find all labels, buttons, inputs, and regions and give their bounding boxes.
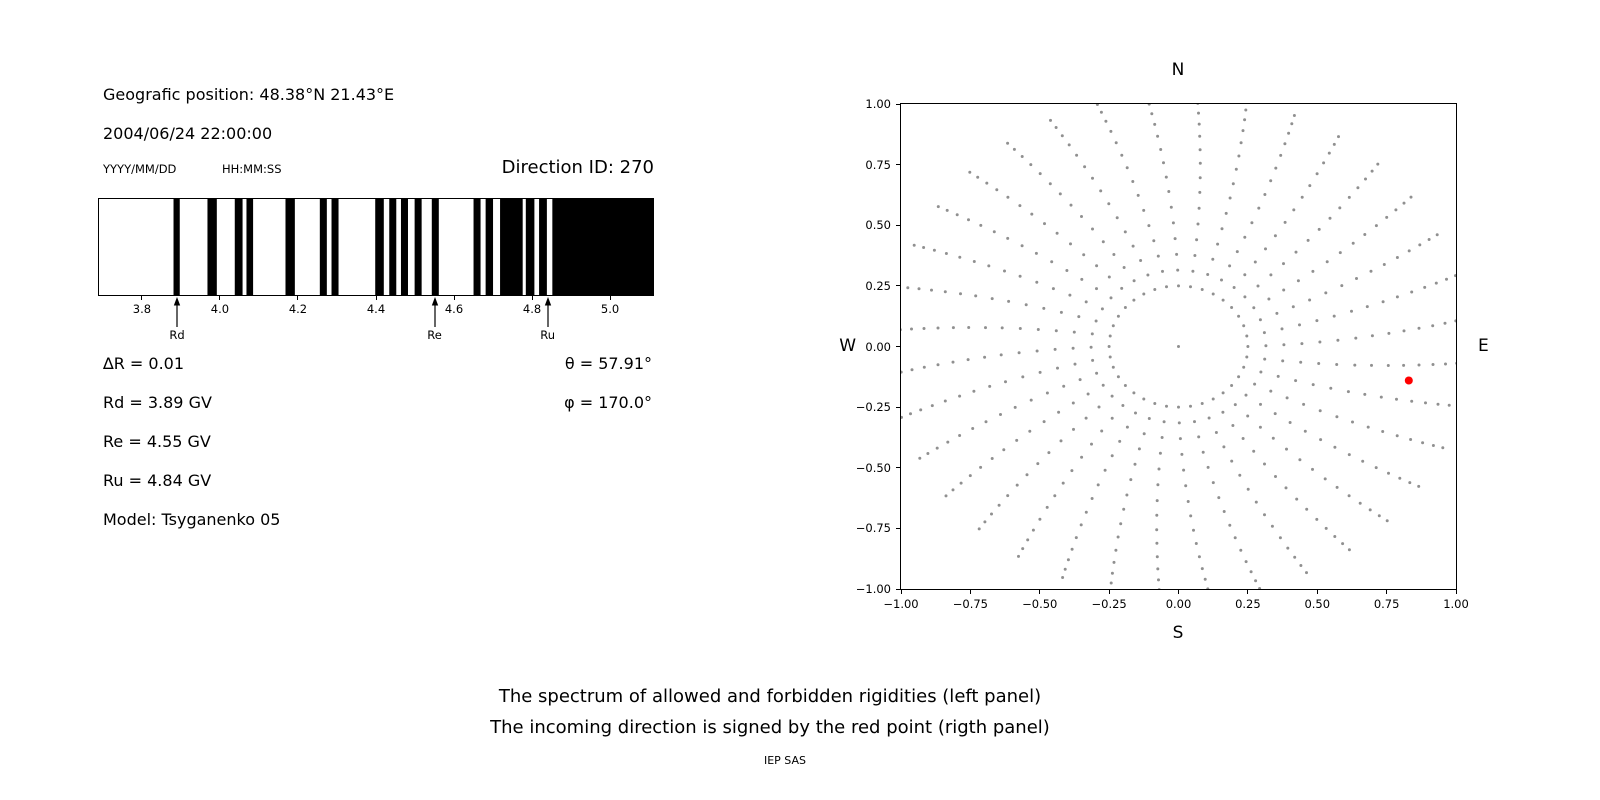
x-tick-mark (1455, 590, 1457, 594)
y-tick-label: −0.50 (855, 460, 891, 475)
datetime-text: 2004/06/24 22:00:00 (103, 124, 273, 143)
cutoff-marker-label: Rd (169, 328, 185, 342)
y-tick-mark (896, 406, 900, 408)
ru-value: Ru = 4.84 GV (103, 471, 212, 490)
x-tick-mark (900, 590, 902, 594)
caption-line-1: The spectrum of allowed and forbidden ri… (498, 686, 1042, 707)
y-tick-label: 0.25 (865, 278, 891, 293)
x-tick-mark (1316, 590, 1318, 594)
x-tick-label: 0.00 (1165, 597, 1192, 611)
rigidity-spectrum-plot: 3.8 4.0 4.2 4.4 4.6 4.8 5.0 Rd Re Ru (98, 198, 654, 342)
x-tick-label: 5.0 (600, 302, 620, 316)
x-tick-mark (609, 296, 611, 300)
results-row-4: Ru = 4.84 GV (103, 471, 652, 490)
y-tick-mark (896, 164, 900, 166)
x-tick-label: 4.8 (522, 302, 542, 316)
x-tick-label: 3.8 (132, 302, 152, 316)
direction-dots (901, 104, 1456, 589)
x-tick-label: 4.2 (288, 302, 308, 316)
compass-label-n: N (1171, 60, 1185, 80)
up-arrow-icon (544, 297, 551, 327)
compass-label-e: E (1478, 336, 1489, 356)
x-tick-label: 1.00 (1443, 597, 1469, 611)
x-tick-mark (1386, 590, 1388, 594)
x-tick-label: −0.75 (952, 597, 988, 611)
date-format-label: YYYY/MM/DD (103, 162, 177, 176)
y-tick-mark (896, 527, 900, 529)
caption-line-2: The incoming direction is signed by the … (490, 717, 1050, 738)
y-tick-mark (896, 346, 900, 347)
x-tick-mark (1178, 590, 1179, 594)
y-tick-label: −0.75 (855, 521, 891, 536)
x-tick-label: 4.0 (210, 302, 230, 316)
results-row-5: Model: Tsyganenko 05 (103, 510, 652, 529)
results-row-3: Re = 4.55 GV (103, 432, 652, 451)
delta-r-value: ∆R = 0.01 (103, 354, 185, 373)
asymptotic-direction-plot: −1.00 −1.00 −0.75 −0.75 −0.50 −0.50 −0.25 −0.25… (856, 97, 1469, 611)
x-tick-label: 4.6 (444, 302, 464, 316)
spectrum-bars (173, 199, 653, 295)
cutoff-marker-label: Re (427, 328, 442, 342)
y-tick-label: 0.00 (865, 339, 891, 354)
y-tick-mark (896, 224, 900, 226)
re-value: Re = 4.55 GV (103, 432, 211, 451)
compass-label-w: W (839, 336, 856, 356)
phi-value: φ = 170.0° (564, 393, 652, 412)
x-tick-mark (1247, 590, 1249, 594)
x-tick-mark (375, 296, 377, 300)
credit-text: IEP SAS (763, 754, 807, 767)
red-point (1404, 376, 1413, 385)
x-tick-label: 0.50 (1304, 597, 1331, 611)
y-tick-label: −0.25 (855, 400, 891, 415)
x-tick-label: −1.00 (883, 597, 919, 611)
results-row-1: ∆R = 0.01 θ = 57.91° (103, 354, 652, 373)
model-label: Model: Tsyganenko 05 (103, 510, 281, 529)
x-tick-mark (969, 590, 971, 594)
spectrum-frame (98, 198, 654, 296)
y-tick-label: −1.00 (855, 582, 891, 596)
up-arrow-icon (173, 297, 181, 327)
direction-plot-frame (900, 103, 1457, 590)
rd-value: Rd = 3.89 GV (103, 393, 212, 412)
x-tick-mark (1039, 590, 1041, 594)
x-tick-label: 4.4 (366, 302, 386, 316)
compass-label-s: S (1172, 623, 1184, 643)
y-tick-mark (896, 103, 900, 105)
cutoff-marker-label: Ru (540, 328, 556, 342)
x-tick-mark (297, 296, 299, 300)
x-tick-label: 0.75 (1373, 597, 1400, 611)
x-tick-mark (141, 296, 143, 300)
x-tick-label: −0.25 (1091, 597, 1127, 611)
y-tick-mark (896, 588, 900, 590)
x-tick-label: −0.50 (1022, 597, 1058, 611)
time-format-label: HH:MM:SS (222, 162, 282, 176)
theta-value: θ = 57.91° (564, 354, 652, 373)
direction-id-text: Direction ID: 270 (501, 157, 654, 178)
x-tick-label: 0.25 (1235, 597, 1261, 611)
results-row-2: Rd = 3.89 GV φ = 170.0° (103, 393, 652, 412)
up-arrow-icon (431, 297, 438, 327)
x-tick-mark (219, 296, 221, 300)
y-tick-mark (896, 285, 900, 287)
x-tick-mark (1108, 590, 1110, 594)
x-tick-mark (453, 296, 455, 300)
y-tick-label: 0.50 (865, 218, 891, 233)
y-tick-label: 1.00 (865, 97, 891, 111)
x-tick-mark (531, 296, 533, 300)
geo-position-text: Geografic position: 48.38°N 21.43°E (103, 85, 395, 104)
y-tick-label: 0.75 (865, 157, 891, 172)
y-tick-mark (896, 467, 900, 469)
